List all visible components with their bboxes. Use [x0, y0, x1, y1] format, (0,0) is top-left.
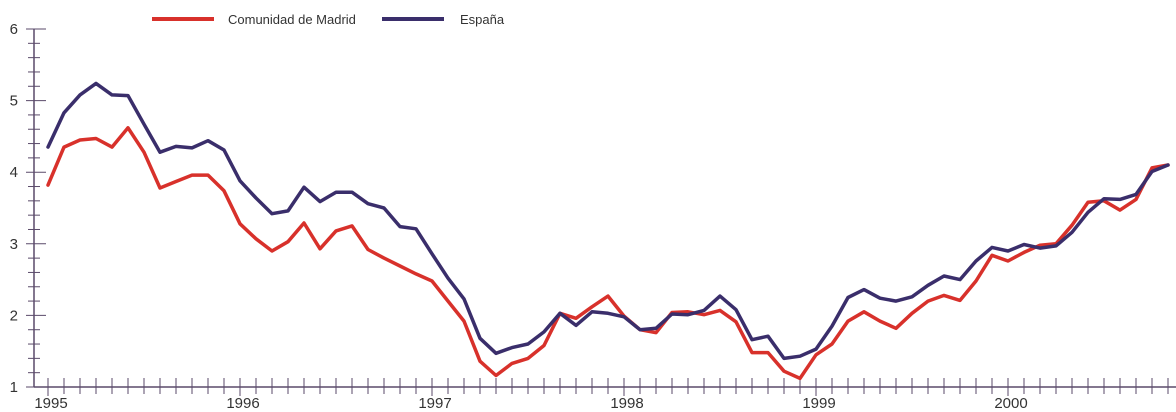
series-line-espana [46, 81, 1170, 361]
y-tick-label: 2 [10, 307, 18, 324]
x-tick-label: 1997 [418, 395, 451, 412]
y-tick-label: 3 [10, 236, 18, 253]
x-tick-label: 1995 [34, 395, 67, 412]
legend: Comunidad de Madrid España [152, 12, 505, 27]
y-tick-label: 4 [10, 164, 18, 181]
x-tick-label: 1998 [610, 395, 643, 412]
series-line-madrid [46, 126, 1170, 381]
x-tick-label: 1999 [802, 395, 835, 412]
y-tick-label: 1 [10, 379, 18, 396]
x-tick-label: 1996 [226, 395, 259, 412]
chart-axes: 1 2 3 4 5 6 1995 1996 1997 1998 1999 2000 [10, 21, 1176, 412]
y-tick-label: 5 [10, 93, 18, 110]
series-lines [46, 81, 1170, 381]
x-tick-label: 2000 [994, 395, 1027, 412]
legend-label-espana: España [460, 12, 505, 27]
y-tick-label: 6 [10, 21, 18, 38]
legend-label-madrid: Comunidad de Madrid [228, 12, 356, 27]
